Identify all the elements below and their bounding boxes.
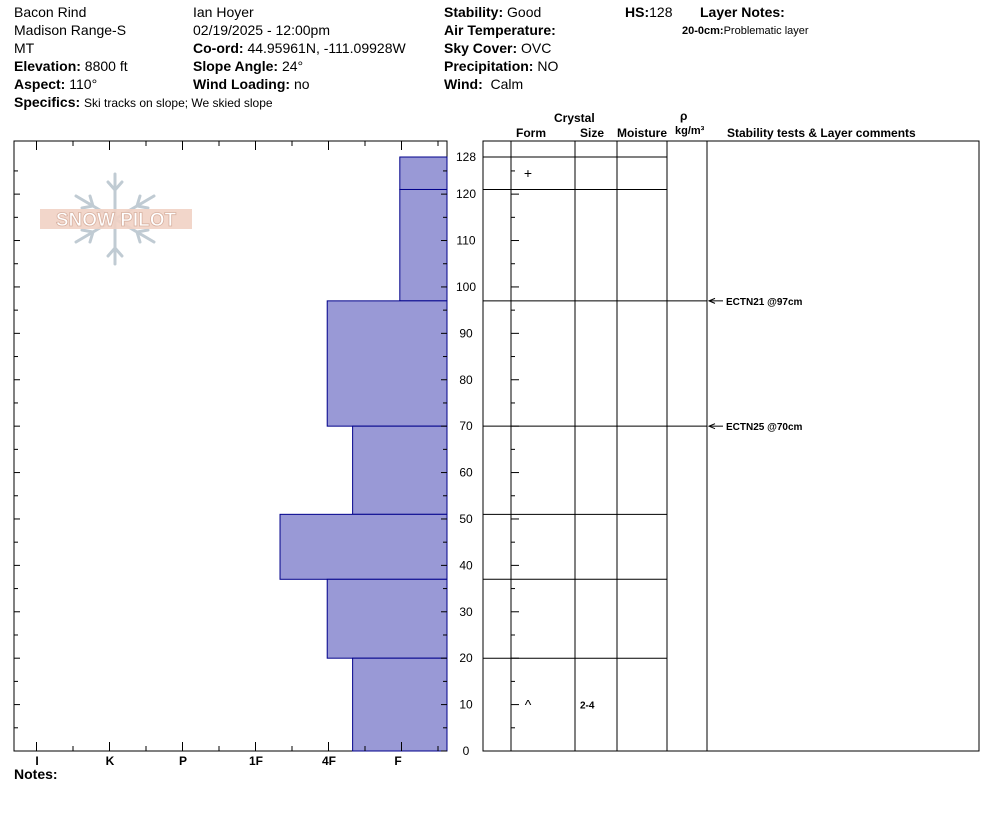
density-unit-header: kg/m³ xyxy=(675,125,705,137)
depth-label: 0 xyxy=(463,744,470,758)
depth-label: 90 xyxy=(459,326,473,340)
coord-value: 44.95961N, -111.09928W xyxy=(247,40,406,56)
stability-test-label: ECTN25 @70cm xyxy=(726,422,803,433)
comments-header: Stability tests & Layer comments xyxy=(727,126,916,140)
hardness-label: 4F xyxy=(322,754,336,768)
sky-label: Sky Cover: xyxy=(444,40,518,56)
stability: Stability: Good xyxy=(444,4,541,21)
location-name: Bacon Rind xyxy=(14,4,87,20)
aspect-label: Aspect: xyxy=(14,76,66,92)
crystal-header: Crystal xyxy=(554,111,595,125)
specifics-label: Specifics: xyxy=(14,94,81,110)
depth-label: 120 xyxy=(456,187,476,201)
wind-value: Calm xyxy=(490,76,524,92)
depth-label: 50 xyxy=(459,512,473,526)
specifics: Specifics: Ski tracks on slope; We skied… xyxy=(14,94,273,112)
rho-header: ρ xyxy=(680,109,688,123)
grain-form-symbol: ^ xyxy=(525,697,532,713)
moisture-header: Moisture xyxy=(617,126,668,140)
hardness-label: I xyxy=(35,754,38,768)
wind-loading: Wind Loading: no xyxy=(193,76,310,93)
precipitation: Precipitation: NO xyxy=(444,58,558,75)
layer-bar xyxy=(399,156,448,190)
depth-label: 100 xyxy=(456,280,476,294)
precip-value: NO xyxy=(537,58,559,74)
wind: Wind: Calm xyxy=(444,76,523,93)
depth-label: 40 xyxy=(459,558,473,572)
snowpilot-logo: SNOW PILOT xyxy=(40,172,192,266)
stability-label: Stability: xyxy=(444,4,504,20)
wind-label: Wind: xyxy=(444,76,483,92)
state-name: MT xyxy=(14,40,35,56)
observer-name: Ian Hoyer xyxy=(193,4,254,20)
slope-angle: Slope Angle: 24° xyxy=(193,58,303,75)
range-name: Madison Range-S xyxy=(14,22,127,38)
sky-value: OVC xyxy=(521,40,552,56)
depth-label: 10 xyxy=(459,698,473,712)
stability-value: Good xyxy=(507,4,542,20)
layer-notes-label: Layer Notes: xyxy=(700,4,785,20)
depth-label: 80 xyxy=(459,373,473,387)
logo-text: SNOW PILOT xyxy=(56,210,177,231)
grain-size: 2-4 xyxy=(580,701,595,712)
hardness-label: 1F xyxy=(249,754,263,768)
hardness-label: K xyxy=(106,754,115,768)
layer-bar xyxy=(352,657,448,752)
elevation-value: 8800 ft xyxy=(84,58,128,74)
elevation: Elevation: 8800 ft xyxy=(14,58,128,75)
slope-label: Slope Angle: xyxy=(193,58,279,74)
hs-label: HS: xyxy=(625,4,650,20)
depth-label: 30 xyxy=(459,605,473,619)
notes-label: Notes: xyxy=(14,766,58,782)
layer-note: 20-0cm:Problematic layer xyxy=(682,23,809,40)
depth-label: 20 xyxy=(459,651,473,665)
precip-label: Precipitation: xyxy=(444,58,534,74)
coordinates: Co-ord: 44.95961N, -111.09928W xyxy=(193,40,406,57)
depth-label: 128 xyxy=(456,150,476,164)
observation-datetime: 02/19/2025 - 12:00pm xyxy=(193,22,330,38)
hardness-label: P xyxy=(179,754,187,768)
sky-cover: Sky Cover: OVC xyxy=(444,40,551,57)
depth-label: 110 xyxy=(456,234,475,248)
snow-height: HS:128 xyxy=(625,4,672,21)
wind-loading-value: no xyxy=(293,76,310,92)
hs-value: 128 xyxy=(649,4,673,20)
slope-value: 24° xyxy=(281,58,304,74)
aspect: Aspect: 110° xyxy=(14,76,97,93)
size-header: Size xyxy=(580,126,605,140)
layer-bar xyxy=(399,188,448,302)
crystal-table-frame xyxy=(482,140,980,752)
grain-form-symbol: + xyxy=(524,165,532,181)
depth-label: 70 xyxy=(459,419,473,433)
layer-bar xyxy=(279,513,448,580)
hardness-label: F xyxy=(394,754,401,768)
specifics-value: Ski tracks on slope; We skied slope xyxy=(84,96,273,110)
stability-test-arrowhead xyxy=(707,297,716,304)
stability-test-arrowhead xyxy=(707,423,716,430)
layer-bar xyxy=(352,425,448,515)
air-temp-label: Air Temperature: xyxy=(444,22,556,38)
aspect-value: 110° xyxy=(69,76,98,92)
coord-label: Co-ord: xyxy=(193,40,244,56)
form-header: Form xyxy=(516,126,546,140)
layer-note-text: Problematic layer xyxy=(723,25,809,37)
layer-bar xyxy=(326,578,448,659)
layer-note-depth: 20-0cm: xyxy=(682,25,724,37)
elevation-label: Elevation: xyxy=(14,58,81,74)
depth-label: 60 xyxy=(459,466,473,480)
wind-loading-label: Wind Loading: xyxy=(193,76,291,92)
stability-test-label: ECTN21 @97cm xyxy=(726,297,803,308)
layer-bar xyxy=(326,300,448,427)
